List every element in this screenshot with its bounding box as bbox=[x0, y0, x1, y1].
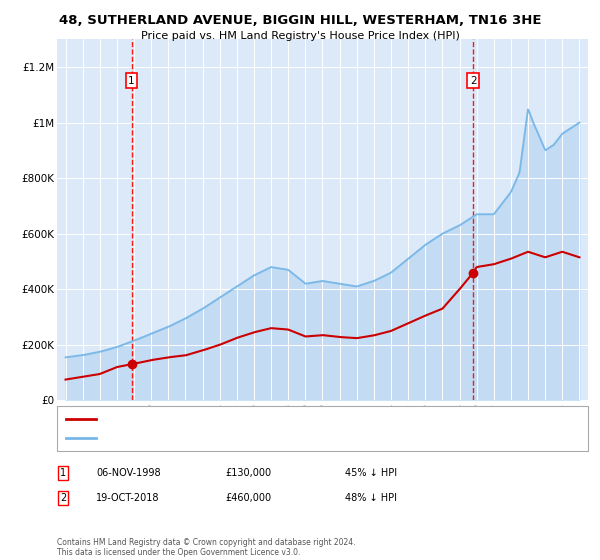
Text: 1: 1 bbox=[128, 76, 135, 86]
Text: 48, SUTHERLAND AVENUE, BIGGIN HILL, WESTERHAM, TN16 3HE: 48, SUTHERLAND AVENUE, BIGGIN HILL, WEST… bbox=[59, 14, 541, 27]
Text: 06-NOV-1998: 06-NOV-1998 bbox=[96, 468, 161, 478]
Text: Contains HM Land Registry data © Crown copyright and database right 2024.
This d: Contains HM Land Registry data © Crown c… bbox=[57, 538, 355, 557]
Text: £460,000: £460,000 bbox=[225, 493, 271, 503]
Text: Price paid vs. HM Land Registry's House Price Index (HPI): Price paid vs. HM Land Registry's House … bbox=[140, 31, 460, 41]
Text: 45% ↓ HPI: 45% ↓ HPI bbox=[345, 468, 397, 478]
Text: 1: 1 bbox=[60, 468, 66, 478]
Text: 19-OCT-2018: 19-OCT-2018 bbox=[96, 493, 160, 503]
Text: £130,000: £130,000 bbox=[225, 468, 271, 478]
Text: 2: 2 bbox=[60, 493, 66, 503]
Text: HPI: Average price, detached house, Bromley: HPI: Average price, detached house, Brom… bbox=[102, 434, 307, 443]
Text: 48% ↓ HPI: 48% ↓ HPI bbox=[345, 493, 397, 503]
Text: 2: 2 bbox=[470, 76, 476, 86]
Text: 48, SUTHERLAND AVENUE, BIGGIN HILL, WESTERHAM, TN16 3HE (detached house): 48, SUTHERLAND AVENUE, BIGGIN HILL, WEST… bbox=[102, 414, 476, 423]
